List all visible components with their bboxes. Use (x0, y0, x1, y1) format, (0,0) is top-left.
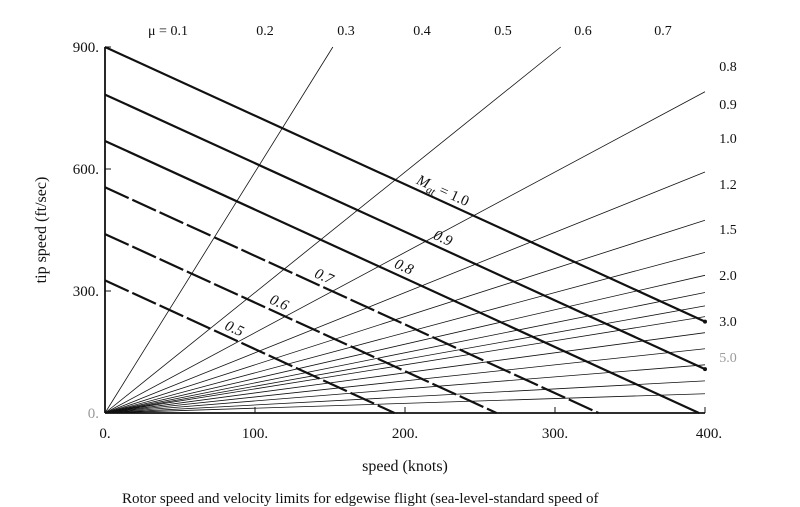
mach-line (104, 139, 700, 415)
mach-line (104, 279, 395, 415)
advance-ratio-label: 0.7 (654, 24, 672, 39)
advance-ratio-label: 5.0 (719, 351, 737, 366)
y-tick-label: 0. (88, 406, 99, 422)
mach-line (104, 45, 706, 323)
advance-ratio-line (104, 292, 706, 414)
mach-label: 0.6 (267, 292, 291, 315)
x-tick-label: 300. (542, 426, 568, 442)
advance-ratio-line (104, 171, 706, 414)
advance-ratio-label: 0.4 (413, 24, 431, 39)
advance-ratio-label: μ = 0.1 (148, 24, 188, 39)
y-tick-label: 600. (73, 162, 99, 178)
advance-ratio-label: 3.0 (719, 315, 737, 330)
x-axis-label: speed (knots) (362, 458, 448, 475)
advance-ratio-line (104, 91, 706, 414)
y-tick-label: 900. (73, 40, 99, 56)
figure-caption: Rotor speed and velocity limits for edge… (122, 491, 599, 507)
x-tick-label: 400. (696, 426, 722, 442)
advance-ratio-line (104, 393, 706, 414)
advance-ratio-label: 2.0 (719, 269, 737, 284)
advance-ratio-label: 0.2 (256, 24, 274, 39)
x-ticks: 0. 100. 200. 300. 400. (99, 407, 722, 442)
advance-ratio-line (104, 274, 706, 414)
advance-ratio-label: 0.3 (337, 24, 355, 39)
mach-line (104, 186, 599, 415)
mach-label: 0.7 (312, 266, 337, 289)
mach-label: 0.8 (392, 256, 416, 279)
x-tick-label: 200. (392, 426, 418, 442)
advance-ratio-line (104, 251, 706, 414)
x-tick-label: 0. (99, 426, 110, 442)
advance-ratio-line (104, 380, 706, 414)
advance-ratio-label: 1.2 (719, 178, 737, 193)
advance-ratio-line (104, 316, 706, 414)
advance-ratio-line (104, 46, 334, 414)
mach-labels: Mat = 1.00.90.80.70.60.5 (222, 172, 471, 341)
mach-label: 0.5 (222, 318, 246, 341)
advance-ratio-line (104, 348, 706, 414)
advance-ratio-label: 0.9 (719, 98, 737, 113)
advance-ratio-label: 0.8 (719, 60, 737, 75)
x-tick-label: 100. (242, 426, 268, 442)
advance-ratio-labels: μ = 0.1 0.2 0.3 0.4 0.5 0.6 0.7 0.8 0.9 1.0 1.2 1.5… (148, 24, 737, 366)
advance-ratio-label: 0.5 (494, 24, 512, 39)
y-tick-label: 300. (73, 284, 99, 300)
advance-ratio-line (104, 364, 706, 414)
mach-line (104, 93, 706, 371)
mach-line-end-marker (703, 319, 707, 324)
advance-ratio-line (104, 332, 706, 414)
advance-ratio-lines (104, 46, 706, 414)
y-ticks: 0. 300. 600. 900. (73, 40, 111, 422)
advance-ratio-label: 0.6 (574, 24, 592, 39)
mach-label: 0.9 (431, 227, 455, 250)
mach-lines (104, 45, 707, 415)
mach-line (104, 233, 497, 415)
advance-ratio-label: 1.0 (719, 132, 737, 147)
advance-ratio-line (104, 219, 706, 414)
advance-ratio-label: 1.5 (719, 223, 737, 238)
y-axis-label: tip speed (ft/sec) (33, 177, 50, 284)
advance-ratio-line (104, 46, 561, 414)
mach-line-end-marker (703, 367, 707, 372)
